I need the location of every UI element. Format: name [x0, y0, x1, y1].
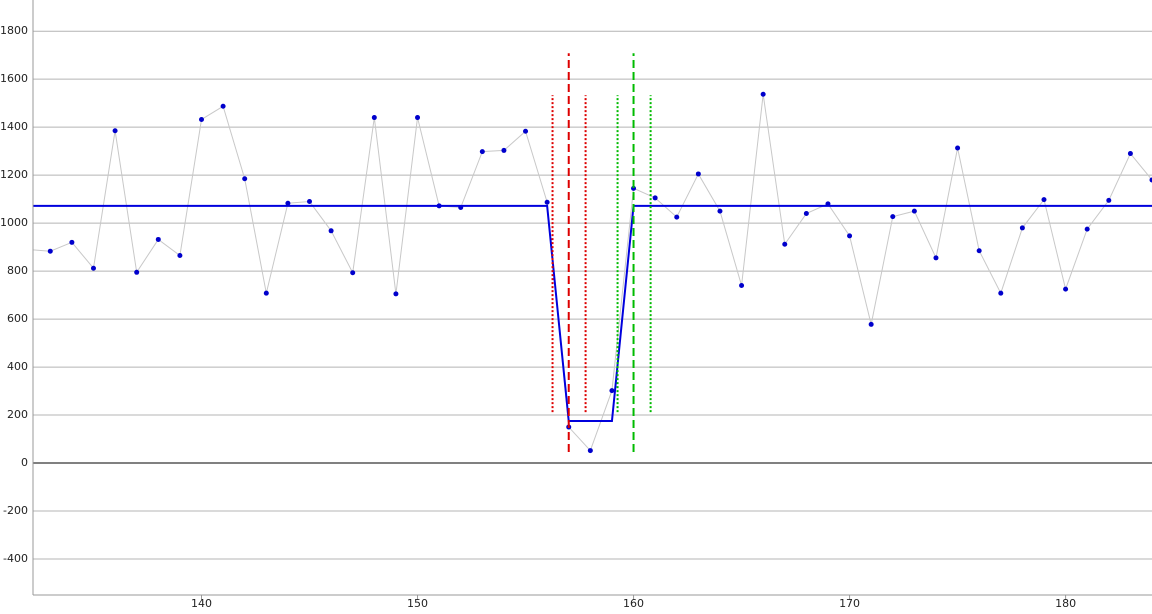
data-point — [631, 185, 637, 191]
y-tick-label: 1000 — [0, 216, 28, 229]
data-point — [868, 321, 874, 327]
data-point — [242, 176, 248, 182]
y-tick-label: 1200 — [0, 168, 28, 181]
data-point — [350, 270, 356, 276]
data-point — [1149, 177, 1152, 183]
data-point — [760, 91, 766, 97]
data-point — [112, 128, 118, 134]
y-tick-label: 1400 — [0, 120, 28, 133]
data-point — [739, 283, 745, 289]
x-tick-label: 160 — [623, 597, 644, 610]
data-point — [998, 290, 1004, 296]
data-point — [393, 291, 399, 297]
data-point — [1063, 286, 1069, 292]
data-point — [890, 214, 896, 220]
data-point — [976, 248, 982, 254]
y-tick-label: 600 — [7, 312, 28, 325]
data-point — [652, 195, 658, 201]
data-point — [695, 171, 701, 177]
data-point — [933, 255, 939, 261]
data-point — [307, 199, 313, 205]
data-point — [371, 115, 377, 121]
x-tick-label: 140 — [191, 597, 212, 610]
y-tick-label: 1600 — [0, 72, 28, 85]
x-tick-label: 150 — [407, 597, 428, 610]
data-point — [609, 388, 615, 394]
data-point — [717, 208, 723, 214]
y-tick-label: -400 — [3, 552, 28, 565]
data-point — [1041, 197, 1047, 203]
data-point — [587, 448, 593, 454]
data-point — [220, 103, 226, 109]
data-line — [33, 94, 1152, 452]
y-tick-label: 400 — [7, 360, 28, 373]
data-point — [26, 247, 31, 252]
data-point — [803, 211, 809, 217]
data-point — [155, 236, 161, 242]
y-tick-label: 800 — [7, 264, 28, 277]
data-point — [415, 115, 421, 121]
data-point — [1019, 225, 1025, 231]
data-point — [69, 239, 75, 245]
data-point — [134, 269, 140, 275]
data-point — [911, 208, 917, 214]
data-point — [479, 149, 485, 155]
y-tick-label: 1800 — [0, 24, 28, 37]
data-point — [544, 199, 550, 205]
y-tick-label: 200 — [7, 408, 28, 421]
plot-area — [26, 53, 1152, 454]
data-point — [847, 233, 853, 239]
data-point — [523, 128, 529, 134]
data-point — [177, 253, 183, 259]
x-tick-label: 170 — [839, 597, 860, 610]
y-tick-label: 0 — [21, 456, 28, 469]
data-point — [285, 200, 291, 206]
data-point — [782, 241, 788, 247]
data-point — [1127, 151, 1133, 157]
y-tick-label: -200 — [3, 504, 28, 517]
step-line — [33, 204, 1152, 423]
data-point — [501, 147, 507, 153]
data-point — [47, 248, 53, 254]
data-point — [328, 228, 334, 234]
data-point — [90, 265, 96, 271]
data-point — [263, 290, 269, 296]
data-point — [955, 145, 961, 151]
data-point — [1084, 226, 1090, 232]
data-point — [674, 214, 680, 220]
grid — [33, 30, 1152, 560]
x-tick-label: 180 — [1055, 597, 1076, 610]
data-point — [198, 116, 204, 122]
data-point — [1106, 197, 1112, 203]
